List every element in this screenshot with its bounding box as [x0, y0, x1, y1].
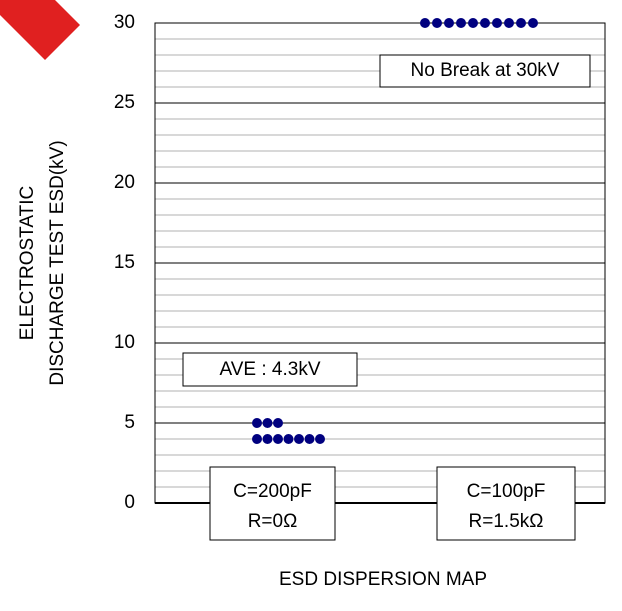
dot [315, 434, 325, 444]
annotation-box [182, 352, 358, 387]
dot [468, 18, 478, 28]
x-tick-label: R=1.5kΩ [469, 511, 544, 532]
y-tick-label: 25 [114, 92, 135, 113]
dot [528, 18, 538, 28]
dot [262, 434, 273, 444]
category-box [436, 466, 576, 541]
dot [252, 434, 262, 444]
dot [432, 18, 442, 28]
marks [252, 18, 538, 444]
y-axis-label: ELECTROSTATIC DISCHARGE TEST ESD(kV) [17, 140, 68, 385]
dot [283, 434, 294, 444]
y-tick-label: 0 [124, 492, 135, 513]
y-tick-label: 20 [114, 172, 135, 193]
dot [492, 18, 502, 28]
x-tick-label: C=200pF [233, 481, 312, 502]
y-tick-label: 15 [114, 252, 135, 273]
dot [516, 18, 526, 28]
watermark [0, 0, 80, 60]
dot [304, 434, 315, 444]
annotation: No Break at 30kV [411, 60, 560, 81]
annotation-box [379, 54, 591, 88]
y-tick-label: 30 [114, 12, 135, 33]
x-tick-label: R=0Ω [248, 511, 298, 532]
dot [252, 418, 262, 428]
dot [273, 434, 283, 444]
y-label-line: DISCHARGE TEST ESD(kV) [47, 140, 68, 385]
y-tick-label: 5 [124, 412, 135, 433]
dot [480, 18, 490, 28]
dot [504, 18, 514, 28]
dot [262, 418, 273, 428]
y-tick-label: 10 [114, 332, 135, 353]
y-label-line: ELECTROSTATIC [17, 186, 38, 340]
dot [420, 18, 430, 28]
grid [155, 22, 605, 504]
dot [456, 18, 466, 28]
x-tick-label: C=100pF [467, 481, 546, 502]
dot [273, 418, 283, 428]
dot [444, 18, 454, 28]
x-axis-label: ESD DISPERSION MAP [279, 569, 487, 590]
category-box [209, 466, 336, 541]
dot [294, 434, 304, 444]
annotation: AVE : 4.3kV [219, 359, 320, 380]
